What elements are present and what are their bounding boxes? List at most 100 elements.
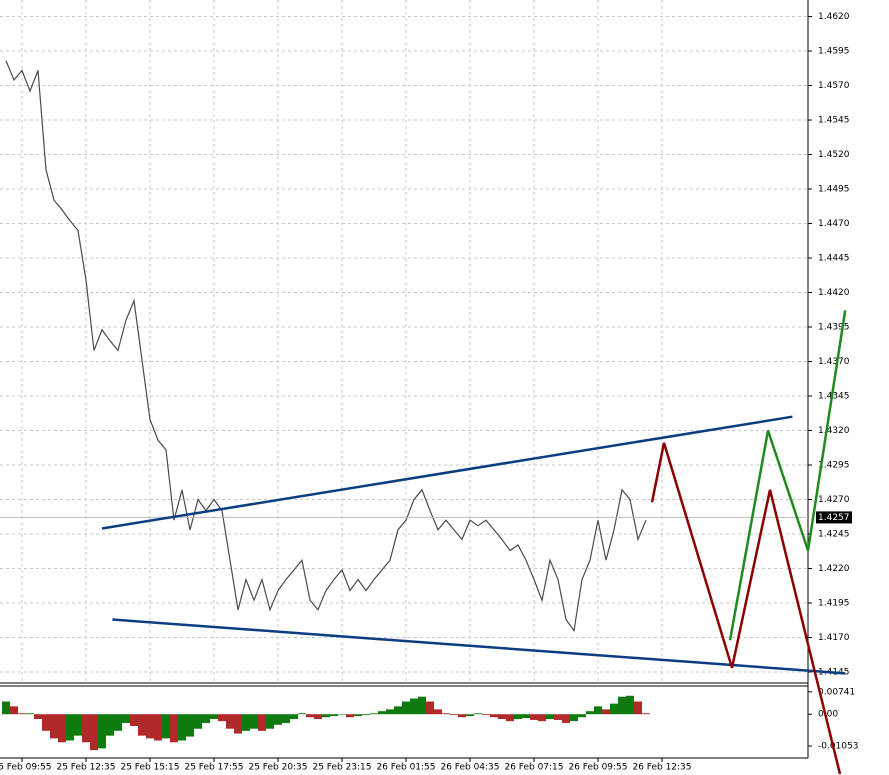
x-tick-label: 26 Feb 09:55 — [568, 763, 627, 773]
histogram-bar — [194, 714, 202, 729]
histogram-bar — [178, 714, 186, 741]
histogram-bar — [258, 714, 266, 731]
histogram-bar — [522, 714, 530, 719]
histogram-bar — [530, 714, 538, 720]
histogram-bar — [42, 714, 50, 731]
y-tick-label: 1.4445 — [818, 254, 850, 264]
histogram-bar — [226, 714, 234, 729]
histogram-bar — [410, 698, 418, 715]
histogram-bar — [26, 713, 34, 715]
histogram-bar — [490, 714, 498, 718]
histogram-bar — [634, 701, 642, 715]
histogram-bar — [162, 714, 170, 739]
y-tick-label: 1.4320 — [818, 426, 850, 436]
y-tick-label: 1.4520 — [818, 150, 850, 160]
histogram-bar — [210, 714, 218, 720]
y-tick-label: 1.4545 — [818, 116, 850, 126]
histogram-bar — [114, 714, 122, 731]
histogram-bar — [202, 714, 210, 723]
histogram-bar — [418, 696, 426, 715]
histogram-bar — [130, 714, 138, 726]
histogram-bar — [442, 713, 450, 715]
last-price-label: 1.4257 — [818, 513, 850, 523]
histogram-bar — [562, 714, 570, 723]
histogram-bar — [322, 714, 330, 718]
histogram-bar — [330, 714, 338, 717]
y-tick-label: 1.4245 — [818, 529, 850, 539]
y-tick-label: 1.4420 — [818, 288, 850, 298]
y-tick-label: 1.4170 — [818, 633, 850, 643]
histogram-bar — [218, 714, 226, 722]
y-tick-label: 1.4570 — [818, 81, 850, 91]
histogram-bar — [370, 713, 378, 715]
y-tick-label: 1.4395 — [818, 323, 850, 333]
x-tick-label: 26 Feb 04:35 — [440, 763, 499, 773]
histogram-bar — [354, 714, 362, 717]
x-tick-label: 25 Feb 12:35 — [56, 763, 115, 773]
histogram-bar — [538, 714, 546, 722]
histogram-bar — [618, 696, 626, 715]
histogram-bar — [570, 714, 578, 722]
x-tick-label: 25 Feb 15:15 — [120, 763, 179, 773]
histogram-bar — [242, 714, 250, 731]
y-tick-label: 1.4270 — [818, 495, 850, 505]
histogram-bar — [306, 714, 314, 718]
x-tick-label: 26 Feb 07:15 — [504, 763, 563, 773]
histogram-bar — [474, 713, 482, 715]
histogram-bar — [554, 714, 562, 720]
histogram-bar — [602, 709, 610, 715]
histogram-bar — [378, 711, 386, 715]
histogram-bar — [282, 714, 290, 723]
histogram-bar — [626, 695, 634, 715]
x-tick-label: 25 Feb 17:55 — [184, 763, 243, 773]
histogram-bar — [170, 714, 178, 743]
histogram-bar — [578, 714, 586, 718]
histogram-bar — [250, 714, 258, 729]
x-tick-label: 26 Feb 12:35 — [632, 763, 691, 773]
trend-line — [101, 415, 793, 530]
histogram-bar — [66, 714, 74, 741]
trend-line — [112, 618, 846, 675]
x-tick-label: 25 Feb 23:15 — [312, 763, 371, 773]
histogram-bar — [58, 714, 66, 743]
histogram-bar — [138, 714, 146, 736]
histogram-bar — [642, 713, 650, 715]
histogram-bar — [106, 714, 114, 736]
histogram-bar — [402, 701, 410, 715]
histogram-bar — [394, 706, 402, 715]
histogram-bar — [346, 714, 354, 718]
y-tick-label: 1.4620 — [818, 12, 850, 22]
histogram-bar — [514, 714, 522, 720]
histogram-bar — [274, 714, 282, 725]
y-tick-label: 1.4495 — [818, 185, 850, 195]
histogram-bar — [10, 706, 18, 715]
histogram-bar — [74, 714, 82, 736]
y-tick-label: 1.4470 — [818, 219, 850, 229]
histogram-bar — [586, 711, 594, 715]
histogram-bar — [122, 714, 130, 723]
last-price-box — [816, 511, 852, 524]
projection-line — [650, 442, 842, 775]
histogram-bar — [154, 714, 162, 741]
y-tick-label: 1.4370 — [818, 357, 850, 367]
histogram-bar — [458, 714, 466, 718]
y-tick-label: 1.4195 — [818, 598, 850, 608]
histogram-bar — [498, 714, 506, 720]
histogram-bar — [362, 714, 370, 716]
histogram-bar — [546, 714, 554, 720]
x-tick-label: 25 Feb 20:35 — [248, 763, 307, 773]
histogram-bar — [482, 714, 490, 716]
histogram-bar — [290, 714, 298, 720]
histogram-bar — [98, 714, 106, 749]
histogram-bar — [146, 714, 154, 739]
y-tick-label: 1.4345 — [818, 392, 850, 402]
histogram-bar — [466, 714, 474, 717]
histogram-bar — [506, 714, 514, 722]
y-tick-label: -0.01053 — [818, 742, 858, 752]
histogram-bar — [18, 713, 26, 715]
projection-line — [728, 310, 847, 641]
histogram-bar — [234, 714, 242, 734]
y-tick-label: 0.00 — [818, 710, 838, 720]
